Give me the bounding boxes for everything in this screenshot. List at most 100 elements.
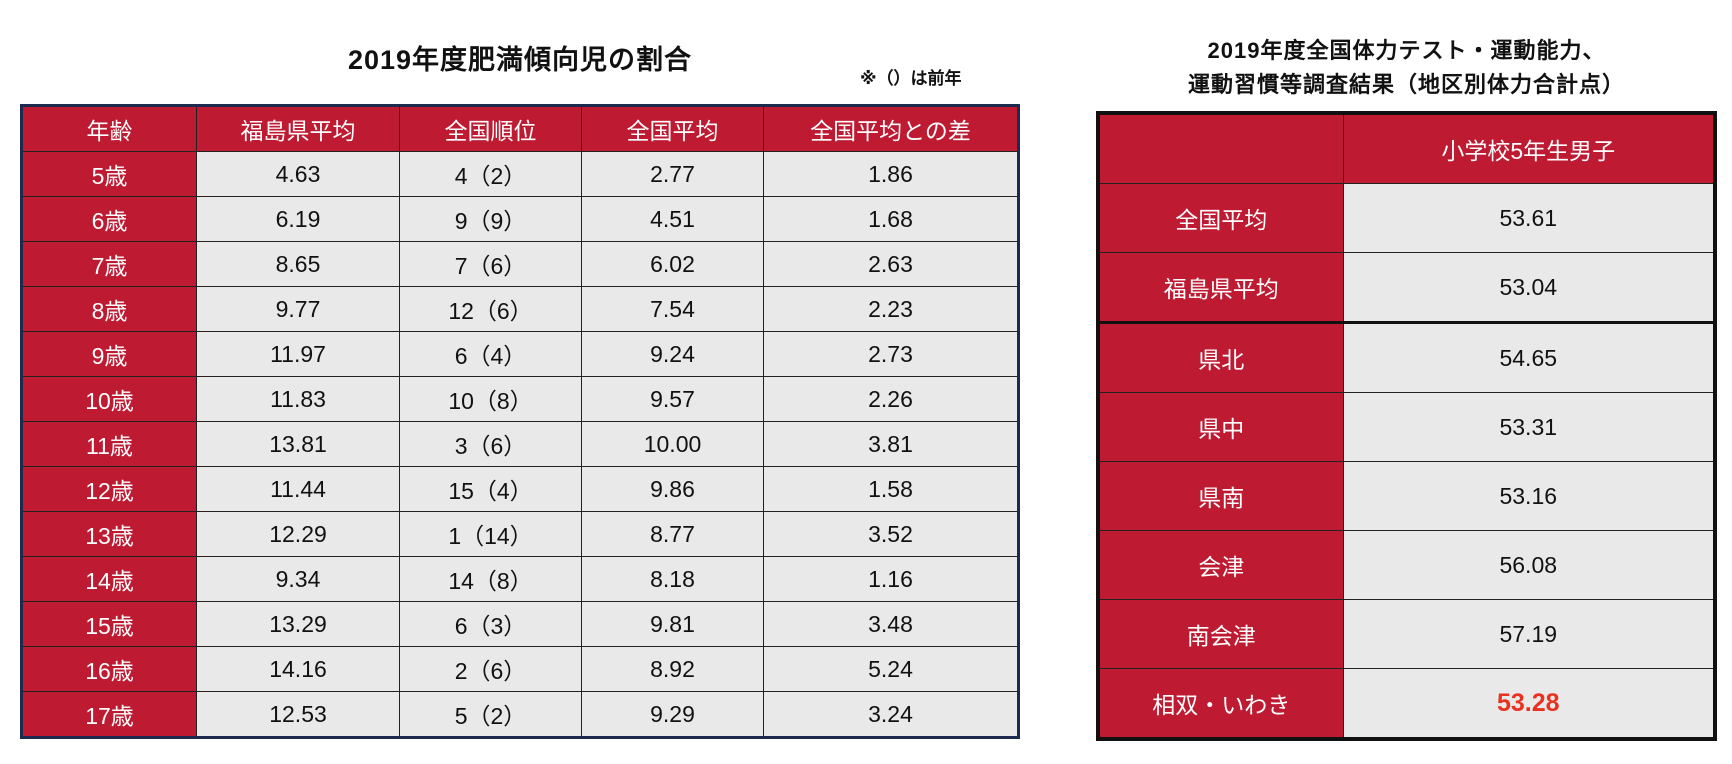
- value-cell: 1.58: [763, 466, 1019, 512]
- value-cell: 12（6）: [399, 286, 582, 332]
- age-cell: 6歳: [21, 196, 197, 242]
- age-cell: 12歳: [21, 466, 197, 512]
- table-row: 6歳 6.19 9（9） 4.51 1.68: [21, 196, 1019, 242]
- value-cell: 13.81: [196, 421, 400, 467]
- value-cell: 14（8）: [399, 556, 582, 602]
- age-cell: 5歳: [21, 151, 197, 197]
- value-cell: 1.16: [763, 556, 1019, 602]
- table-row: 5歳 4.63 4（2） 2.77 1.86: [21, 151, 1019, 197]
- table-row: 12歳 11.44 15（4） 9.86 1.58: [21, 466, 1019, 512]
- value-cell: 9（9）: [399, 196, 582, 242]
- value-cell: 14.16: [196, 646, 400, 692]
- value-cell: 1.68: [763, 196, 1019, 242]
- obesity-table-title: 2019年度肥満傾向児の割合: [347, 45, 693, 75]
- age-cell: 8歳: [21, 286, 197, 332]
- score-cell: 53.28: [1342, 668, 1716, 740]
- region-cell: 全国平均: [1097, 183, 1344, 253]
- value-cell: 12.29: [196, 511, 400, 557]
- region-cell: 福島県平均: [1097, 252, 1344, 323]
- value-cell: 11.44: [196, 466, 400, 512]
- value-cell: 2.63: [763, 241, 1019, 287]
- value-cell: 9.86: [581, 466, 764, 512]
- table-row: 全国平均 53.61: [1097, 183, 1716, 253]
- value-cell: 8.92: [581, 646, 764, 692]
- column-header: 全国順位: [399, 105, 582, 152]
- table-row: 15歳 13.29 6（3） 9.81 3.48: [21, 601, 1019, 647]
- value-cell: 4（2）: [399, 151, 582, 197]
- value-cell: 1.86: [763, 151, 1019, 197]
- region-cell: 県北: [1097, 321, 1344, 393]
- region-cell: 会津: [1097, 530, 1344, 600]
- region-cell: 県中: [1097, 392, 1344, 462]
- value-cell: 6（4）: [399, 331, 582, 377]
- table-row: 10歳 11.83 10（8） 9.57 2.26: [21, 376, 1019, 422]
- fitness-title-line1: 2019年度全国体力テスト・運動能力、: [1207, 38, 1606, 63]
- age-cell: 16歳: [21, 646, 197, 692]
- score-cell: 56.08: [1342, 530, 1716, 600]
- value-cell: 10（8）: [399, 376, 582, 422]
- value-cell: 9.34: [196, 556, 400, 602]
- score-cell: 54.65: [1342, 321, 1716, 393]
- table-row: 16歳 14.16 2（6） 8.92 5.24: [21, 646, 1019, 692]
- table-row: 14歳 9.34 14（8） 8.18 1.16: [21, 556, 1019, 602]
- value-cell: 7（6）: [399, 241, 582, 287]
- table-row: 8歳 9.77 12（6） 7.54 2.23: [21, 286, 1019, 332]
- value-cell: 5（2）: [399, 691, 582, 738]
- table-row: 13歳 12.29 1（14） 8.77 3.52: [21, 511, 1019, 557]
- fitness-table-title: 2019年度全国体力テスト・運動能力、 運動習慣等調査結果（地区別体力合計点）: [1096, 34, 1717, 102]
- value-cell: 2（6）: [399, 646, 582, 692]
- table-row: 7歳 8.65 7（6） 6.02 2.63: [21, 241, 1019, 287]
- score-cell: 57.19: [1342, 599, 1716, 669]
- table-row: 県南 53.16: [1097, 461, 1716, 531]
- value-cell: 5.24: [763, 646, 1019, 692]
- value-cell: 6.19: [196, 196, 400, 242]
- table-row: 福島県平均 53.04: [1097, 252, 1716, 323]
- value-cell: 4.63: [196, 151, 400, 197]
- age-cell: 17歳: [21, 691, 197, 738]
- value-cell: 13.29: [196, 601, 400, 647]
- region-cell: 県南: [1097, 461, 1344, 531]
- age-cell: 13歳: [21, 511, 197, 557]
- value-cell: 6（3）: [399, 601, 582, 647]
- table-row: 会津 56.08: [1097, 530, 1716, 600]
- value-cell: 11.97: [196, 331, 400, 377]
- value-cell: 9.57: [581, 376, 764, 422]
- value-cell: 15（4）: [399, 466, 582, 512]
- value-cell: 8.77: [581, 511, 764, 557]
- obesity-table: 年齢 福島県平均 全国順位 全国平均 全国平均との差 5歳 4.63 4（2） 2.77 1.8…: [20, 104, 1020, 739]
- column-header: 全国平均との差: [763, 105, 1019, 152]
- header-cell: 小学校5年生男子: [1342, 112, 1716, 184]
- table-row: 9歳 11.97 6（4） 9.24 2.73: [21, 331, 1019, 377]
- value-cell: 3.81: [763, 421, 1019, 467]
- score-cell: 53.31: [1342, 392, 1716, 462]
- table-header-row: 年齢 福島県平均 全国順位 全国平均 全国平均との差: [21, 105, 1019, 152]
- age-cell: 7歳: [21, 241, 197, 287]
- table-row: 県北 54.65: [1097, 321, 1716, 393]
- score-cell: 53.61: [1342, 183, 1716, 253]
- age-cell: 14歳: [21, 556, 197, 602]
- value-cell: 10.00: [581, 421, 764, 467]
- value-cell: 8.18: [581, 556, 764, 602]
- value-cell: 3（6）: [399, 421, 582, 467]
- table-row: 11歳 13.81 3（6） 10.00 3.81: [21, 421, 1019, 467]
- value-cell: 2.73: [763, 331, 1019, 377]
- region-cell: 南会津: [1097, 599, 1344, 669]
- value-cell: 3.48: [763, 601, 1019, 647]
- previous-year-note: ※（）は前年: [860, 69, 962, 88]
- table-header-row: 小学校5年生男子: [1097, 112, 1716, 184]
- column-header: 福島県平均: [196, 105, 400, 152]
- table-row: 南会津 57.19: [1097, 599, 1716, 669]
- value-cell: 2.77: [581, 151, 764, 197]
- value-cell: 7.54: [581, 286, 764, 332]
- value-cell: 2.23: [763, 286, 1019, 332]
- value-cell: 9.29: [581, 691, 764, 738]
- age-cell: 9歳: [21, 331, 197, 377]
- age-cell: 11歳: [21, 421, 197, 467]
- region-cell: 相双・いわき: [1097, 668, 1344, 740]
- value-cell: 11.83: [196, 376, 400, 422]
- value-cell: 3.24: [763, 691, 1019, 738]
- empty-header-cell: [1097, 112, 1344, 184]
- column-header: 全国平均: [581, 105, 764, 152]
- value-cell: 6.02: [581, 241, 764, 287]
- age-cell: 10歳: [21, 376, 197, 422]
